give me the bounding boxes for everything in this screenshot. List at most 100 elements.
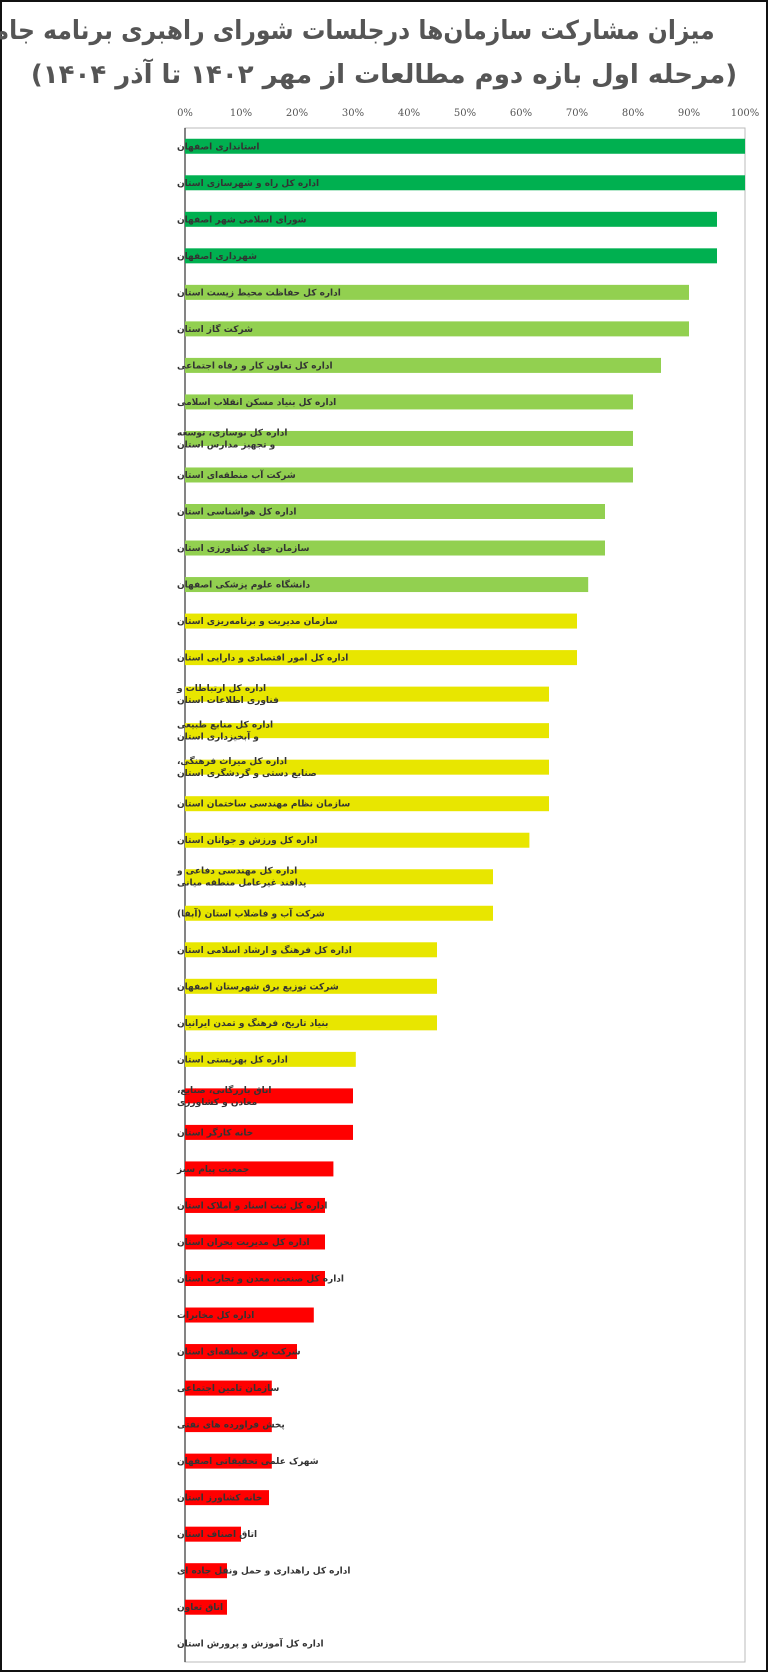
y-category-label: اداره کل هواشناسی استان bbox=[177, 508, 296, 518]
bar bbox=[185, 759, 549, 775]
bar bbox=[185, 1197, 325, 1213]
y-category-label: پخش فراورده های نفتی bbox=[177, 1421, 285, 1431]
bar bbox=[185, 1051, 356, 1067]
x-tick-label: 20% bbox=[286, 108, 308, 119]
y-category-label: استانداری اصفهان bbox=[177, 142, 259, 152]
x-tick-label: 10% bbox=[230, 108, 252, 119]
y-category-label: اداره کل راه و شهرسازی استان bbox=[177, 179, 319, 189]
y-category-label: اداره کل راهداری و حمل ونقل جاده ای bbox=[177, 1567, 350, 1577]
bar bbox=[185, 211, 717, 227]
y-category-label: اداره کل نوسازی، توسعه و تجهیز مدارس استا… bbox=[177, 428, 287, 450]
chart-subtitle-row: (مرحله اول بازه دوم مطالعات از مهر ۱۴۰۲ … bbox=[14, 58, 754, 92]
bar bbox=[185, 1526, 241, 1542]
bar bbox=[185, 1234, 325, 1250]
y-category-label: اداره کل میراث فرهنگی، صنایع دستی و گردشگ… bbox=[177, 755, 317, 779]
bar bbox=[185, 394, 633, 410]
bar bbox=[185, 723, 549, 739]
y-category-label: شرکت توزیع برق شهرستان اصفهان bbox=[177, 982, 339, 992]
y-category-label: بنیاد تاریخ، فرهنگ و تمدن ایرانیان bbox=[177, 1017, 328, 1029]
y-category-label: اداره کل تعاون کار و رفاه اجتماعی bbox=[177, 361, 333, 371]
y-category-label: شرکت آب و فاضلاب استان (آبفا) bbox=[177, 907, 325, 919]
y-category-label: اداره کل آموزش و پرورش استان bbox=[177, 1638, 324, 1650]
y-category-label-line: و آبخیزداری استان bbox=[177, 731, 259, 743]
y-category-label: اداره کل فرهنگ و ارشاد اسلامی استان bbox=[177, 944, 352, 956]
bar bbox=[185, 978, 437, 994]
y-category-label: اداره کل ارتباطات و فناوری اطلاعات استان bbox=[176, 684, 279, 706]
bar bbox=[185, 321, 689, 337]
bar bbox=[185, 357, 661, 373]
bar bbox=[185, 1015, 437, 1031]
bar bbox=[185, 1453, 272, 1469]
y-category-label: شرکت گاز استان bbox=[177, 323, 253, 335]
bar bbox=[185, 1124, 353, 1140]
y-category-label-line: فناوری اطلاعات استان bbox=[177, 696, 279, 706]
x-tick-label: 30% bbox=[342, 108, 364, 119]
y-category-label: اداره کل صنعت، معدن و تجارت استان bbox=[177, 1275, 344, 1285]
x-tick-label: 60% bbox=[510, 108, 532, 119]
bar bbox=[185, 869, 493, 885]
y-category-label: اتاق اصناف استان bbox=[177, 1530, 257, 1540]
bar bbox=[185, 942, 437, 958]
y-category-label: سازمان نظام مهندسی ساختمان استان bbox=[177, 800, 350, 810]
y-category-label: اداره کل امور اقتصادی و دارایی استان bbox=[177, 654, 348, 664]
bar bbox=[185, 1271, 325, 1286]
y-category-label: اداره کل ثبت اسناد و املاک استان bbox=[177, 1201, 328, 1211]
chart-title-row: میزان مشارکت سازمان‌ها درجلسات شورای راه… bbox=[0, 14, 754, 48]
y-category-label: اتاق بازرگانی، صنایع، معادن و کشاورزی bbox=[177, 1084, 272, 1108]
bar bbox=[185, 540, 605, 556]
bar bbox=[185, 175, 745, 191]
x-tick-label: 0% bbox=[177, 108, 193, 119]
bar bbox=[185, 1417, 272, 1433]
y-category-label: شرکت برق منطقه‌ای استان bbox=[177, 1348, 301, 1358]
x-tick-label: 70% bbox=[566, 108, 588, 119]
y-category-label: شهرداری اصفهان bbox=[177, 252, 257, 262]
y-category-label-line: صنایع دستی و گردشگری استان bbox=[177, 767, 317, 779]
chart-title: میزان مشارکت سازمان‌ها درجلسات شورای راه… bbox=[0, 16, 715, 46]
bar bbox=[185, 1563, 227, 1579]
y-category-label-line: اداره کل میراث فرهنگی، bbox=[177, 755, 287, 767]
y-category-label-line: معادن و کشاورزی bbox=[177, 1098, 257, 1108]
bar bbox=[185, 1599, 227, 1615]
y-category-label: اداره کل بهزیستی استان bbox=[177, 1055, 288, 1065]
bar bbox=[185, 248, 717, 264]
y-category-label: خانه کشاورز استان bbox=[177, 1494, 262, 1504]
y-category-label: شرکت آب منطقه‌ای استان bbox=[177, 469, 296, 481]
y-category-label: اداره کل منابع طبیعی و آبخیزداری استان bbox=[177, 721, 273, 743]
y-category-label: اتاق تعاون bbox=[177, 1603, 223, 1613]
y-category-label: سازمان جهاد کشاورزی استان bbox=[177, 544, 310, 554]
x-tick-label: 40% bbox=[398, 108, 420, 119]
y-category-label: سازمان تامین اجتماعی bbox=[177, 1384, 279, 1394]
x-tick-label: 90% bbox=[678, 108, 700, 119]
bar bbox=[185, 138, 745, 154]
y-category-label-line: و تجهیز مدارس استان bbox=[177, 440, 275, 450]
y-category-label: اداره کل مدیریت بحران استان bbox=[177, 1238, 310, 1248]
x-tick-label: 100% bbox=[731, 108, 760, 119]
y-category-label-line: اداره کل مهندسی دفاعی و bbox=[176, 867, 297, 877]
x-tick-label: 50% bbox=[454, 108, 476, 119]
chart-subtitle: (مرحله اول بازه دوم مطالعات از مهر ۱۴۰۲ … bbox=[30, 60, 738, 90]
bar bbox=[185, 504, 605, 519]
y-category-label: سازمان مدیریت و برنامه‌ریزی استان bbox=[177, 617, 338, 627]
bar bbox=[185, 1307, 314, 1323]
bar bbox=[185, 650, 577, 666]
y-category-label: اداره کل بنیاد مسکن انقلاب اسلامی bbox=[177, 398, 336, 408]
y-category-label-line: اداره کل منابع طبیعی bbox=[177, 721, 273, 731]
bar bbox=[185, 1161, 334, 1177]
bar bbox=[185, 1380, 272, 1396]
y-category-label: اداره کل حفاظت محیط زیست استان bbox=[177, 288, 341, 298]
y-category-label: اداره کل ورزش و جوانان استان bbox=[177, 836, 318, 846]
y-category-label: شهرک علمی تحقیقاتی اصفهان bbox=[177, 1457, 319, 1467]
y-category-label-line: اتاق بازرگانی، صنایع، bbox=[177, 1084, 272, 1096]
y-category-label: اداره کل مخابرات bbox=[177, 1311, 254, 1321]
bar bbox=[185, 284, 689, 300]
y-category-label-line: اداره کل نوسازی، توسعه bbox=[177, 428, 287, 438]
bar bbox=[185, 832, 530, 848]
bar bbox=[185, 686, 549, 702]
bar bbox=[185, 796, 549, 812]
bar bbox=[185, 467, 633, 483]
bar bbox=[185, 1088, 353, 1104]
y-category-label: جمعیت پیام سبز bbox=[176, 1165, 249, 1175]
bar bbox=[185, 430, 633, 446]
